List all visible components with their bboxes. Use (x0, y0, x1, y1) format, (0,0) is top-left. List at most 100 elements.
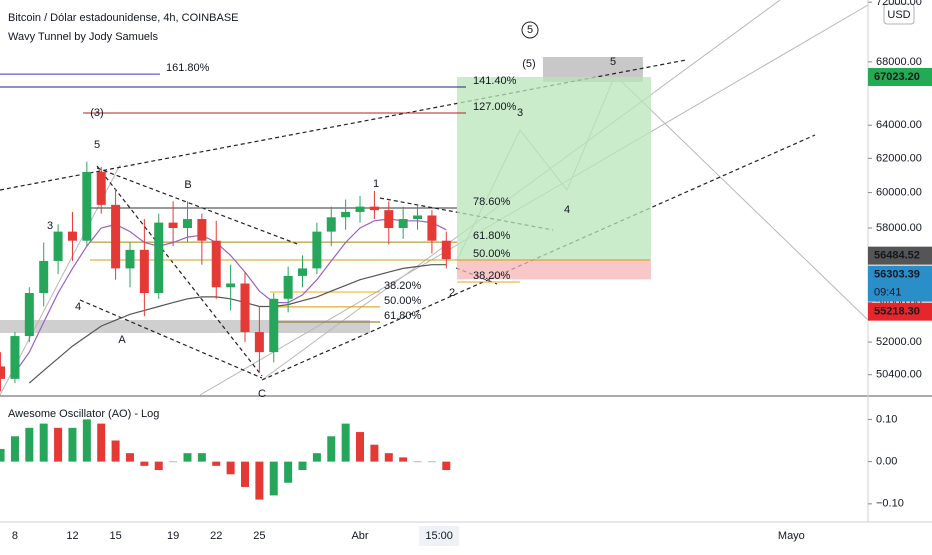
ao-bar (312, 453, 321, 462)
indicator-name: Wavy Tunnel by Jody Samuels (8, 31, 158, 43)
price-tag (868, 67, 932, 86)
ao-bar (68, 427, 77, 462)
x-tick-label: 25 (253, 530, 265, 542)
price-tag-label: 67023.20 (874, 71, 920, 83)
x-tick-label: 15 (109, 530, 121, 542)
fib-label: 141.40% (473, 75, 517, 87)
candle-body (254, 332, 264, 353)
ao-bar (54, 427, 63, 462)
candle-body (427, 215, 437, 241)
x-tick-label: 22 (210, 530, 222, 542)
candle-body (384, 210, 394, 229)
y-tick-label: 62000.00 (876, 152, 922, 164)
candle-body (96, 171, 106, 205)
ao-bar (269, 461, 278, 496)
ao-bar (183, 453, 192, 462)
ao-bar (125, 453, 134, 462)
currency-button[interactable] (883, 3, 915, 25)
countdown: 09:41 (874, 287, 902, 299)
wave-label: 4 (75, 301, 81, 313)
candle-body (39, 260, 49, 294)
candle-body (182, 219, 192, 229)
fib-label: 61.80% (473, 230, 511, 242)
ao-bar (413, 461, 422, 463)
price-tag-label: 56303.39 (874, 269, 920, 281)
ao-bar (298, 461, 307, 471)
ao-bar (442, 461, 451, 471)
y-tick-label: 50400.00 (876, 369, 922, 381)
wave-label: (3) (90, 107, 103, 119)
x-tick-label: Abr (351, 530, 368, 542)
y-tick-label: 68000.00 (876, 56, 922, 68)
ao-bar (212, 461, 221, 466)
y-tick-label: 58000.00 (876, 222, 922, 234)
candle-body (312, 231, 322, 269)
oscillator-title: Awesome Oscillator (AO) - Log (8, 408, 159, 420)
ao-bar (97, 423, 106, 462)
y-tick-label: 52000.00 (876, 336, 922, 348)
ao-tick-label: 0.10 (876, 413, 897, 425)
ao-bar (384, 453, 393, 462)
dashed-trend (96, 165, 263, 377)
wave-label: 3 (47, 220, 53, 232)
candle-body (82, 171, 92, 241)
price-tag (868, 265, 932, 302)
candle-body (197, 219, 207, 241)
wave-label: 5 (527, 24, 533, 36)
candle-body (355, 206, 365, 212)
y-tick-label: 60000.00 (876, 187, 922, 199)
moving-average (28, 264, 447, 384)
y-tick-label: 64000.00 (876, 119, 922, 131)
candle-body (441, 240, 451, 260)
wave-label: (5) (522, 58, 535, 70)
ao-bar (284, 461, 293, 483)
wave-label: A (118, 334, 126, 346)
ao-bar (10, 436, 19, 462)
ao-bar (140, 461, 149, 466)
moving-average (14, 218, 447, 373)
x-tick-label: Mayo (778, 530, 805, 542)
ao-bar (0, 448, 5, 462)
fib-label: 50.00% (473, 248, 511, 260)
ao-bar (25, 427, 34, 462)
wave-label: C (258, 388, 266, 400)
ao-bar (111, 440, 120, 462)
candle-body (369, 206, 379, 211)
ao-bar (39, 423, 48, 462)
wave-label: B (184, 179, 191, 191)
candle-body (341, 211, 351, 218)
candle-body (298, 268, 308, 276)
fib-label: 161.80% (166, 62, 210, 74)
price-tag (868, 302, 932, 321)
ao-bar (370, 444, 379, 462)
ao-bar (255, 461, 264, 500)
ao-tick-label: −0.10 (876, 498, 904, 510)
ao-bar (399, 457, 408, 462)
cursor-time-box (419, 526, 460, 546)
candle-body (10, 336, 20, 379)
ao-bar (154, 461, 163, 471)
price-tag-label: 55218.30 (874, 306, 920, 318)
loss-zone (457, 259, 651, 280)
wave-circle (521, 21, 539, 39)
currency-label[interactable]: USD (887, 9, 910, 21)
fib-label: 38.20% (473, 270, 511, 282)
candle-body (139, 249, 149, 294)
ao-bar (82, 419, 91, 462)
x-tick-label: 19 (167, 530, 179, 542)
candle-body (168, 222, 178, 229)
candle-body (67, 231, 77, 241)
price-tag (868, 246, 932, 265)
candle-body (125, 249, 135, 269)
cursor-time-label: 15:00 (425, 530, 453, 542)
ao-bar (327, 436, 336, 462)
x-tick-label: 12 (66, 530, 78, 542)
candle-body (269, 298, 279, 353)
profit-zone (457, 76, 651, 260)
dashed-trend (96, 167, 301, 246)
ao-bar (226, 461, 235, 475)
wave-label: 2 (449, 287, 455, 299)
candle-body (398, 219, 408, 229)
candle-body (226, 283, 236, 288)
